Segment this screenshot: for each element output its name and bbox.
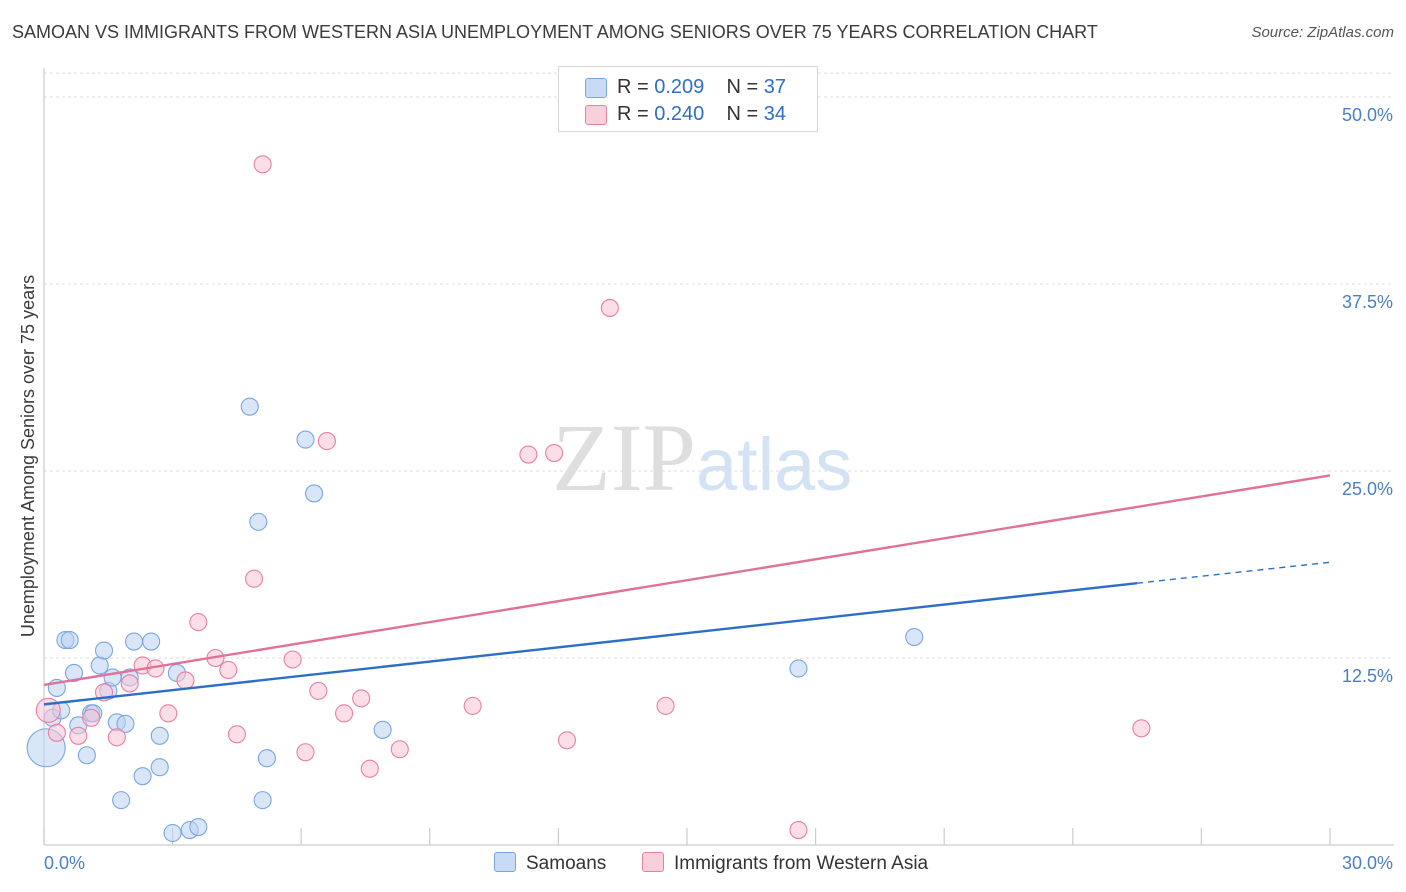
trend-lines [43,474,1331,706]
samoans-point [64,663,84,683]
western-asia-point [296,743,315,762]
samoans-point [163,823,182,843]
western-asia-point [545,443,564,463]
tick-labels: 12.5% 25.0% 37.5% 50.0% 0.0% 30.0% [44,105,1393,873]
western-asia-point [69,726,88,745]
samoans-point [112,791,131,810]
western-asia-point [1132,719,1151,738]
western-asia-point [82,708,101,727]
western-asia-point [120,674,139,693]
western-asia-point [176,671,195,690]
source-credit: Source: ZipAtlas.com [1251,24,1394,41]
samoans-point [60,630,79,650]
r-label: R = [617,103,655,125]
watermark: ZIPatlas [552,402,852,513]
n-value-samoans: 37 [763,76,787,98]
y-tick-label: 37.5% [1342,292,1393,312]
x-tick-label-min: 0.0% [44,853,85,873]
western-asia-point [519,445,538,464]
bottom-legend-samoans: Samoans [494,852,606,875]
watermark-atlas: atlas [696,423,853,506]
bottom-swatch-western-asia [642,852,664,872]
r-value-samoans: 0.209 [654,76,705,98]
bottom-legend-samoans-label: Samoans [526,853,607,874]
samoans-point [789,659,808,678]
legend-swatch-western-asia [585,105,607,125]
samoans-point [150,758,169,777]
n-label: N = [726,103,764,125]
x-tick-label-max: 30.0% [1342,853,1393,873]
correlation-legend: R = 0.209 N = 37 R = 0.240 N = 34 [558,66,818,132]
western-asia-point [107,728,126,747]
r-label: R = [617,76,655,98]
western-asia-point [317,432,336,451]
samoans-point [150,726,169,745]
western-asia-point [309,681,328,700]
western-asia-trend-line [43,474,1331,687]
r-value-western-asia: 0.240 [654,103,705,125]
axes [43,68,1394,846]
samoans-point [257,749,276,768]
data-points [26,89,1151,843]
western-asia-point [244,569,264,588]
western-asia-point [390,740,409,759]
bottom-legend-western-asia-label: Immigrants from Western Asia [674,853,929,874]
samoans-point [296,430,315,449]
samoans-point [142,632,161,651]
western-asia-point [335,704,354,723]
chart-title: SAMOAN VS IMMIGRANTS FROM WESTERN ASIA U… [12,22,1098,42]
samoans-point [253,791,272,810]
bottom-swatch-samoans [494,852,516,872]
samoans-point [124,632,144,651]
samoans-trend-line [43,582,1138,706]
y-tick-label: 50.0% [1342,105,1393,125]
samoans-point [240,397,259,416]
samoans-point [133,767,152,786]
bottom-legend-western-asia: Immigrants from Western Asia [642,852,928,875]
western-asia-point [253,155,272,174]
samoans-point [94,641,114,660]
samoans-point [77,746,96,765]
n-label: N = [726,76,764,98]
samoans-trend-extension [1137,561,1331,584]
samoans-point [373,720,392,739]
samoans-point [103,668,122,687]
western-asia-point [600,298,619,317]
legend-swatch-samoans [585,78,607,98]
samoans-point [305,484,324,503]
gridlines [44,72,1394,659]
western-asia-point [789,820,808,840]
western-asia-point [656,696,675,715]
samoans-point [189,817,208,837]
western-asia-point [352,689,371,708]
western-asia-point [189,613,208,632]
samoans-point [116,714,135,733]
western-asia-point [463,696,482,715]
western-asia-point [227,725,246,744]
western-asia-point [219,660,238,680]
western-asia-point [159,704,178,723]
western-asia-point [47,723,66,742]
y-tick-label: 12.5% [1342,666,1393,686]
samoans-point [249,512,268,531]
samoans-point [90,656,109,675]
samoans-point [905,628,924,647]
y-tick-label: 25.0% [1342,479,1393,499]
y-axis-label: Unemployment Among Seniors over 75 years [18,275,38,637]
n-value-western-asia: 34 [763,103,787,125]
western-asia-point [360,759,379,778]
watermark-zip: ZIP [552,404,696,511]
western-asia-point [557,731,577,750]
western-asia-point [283,650,302,669]
